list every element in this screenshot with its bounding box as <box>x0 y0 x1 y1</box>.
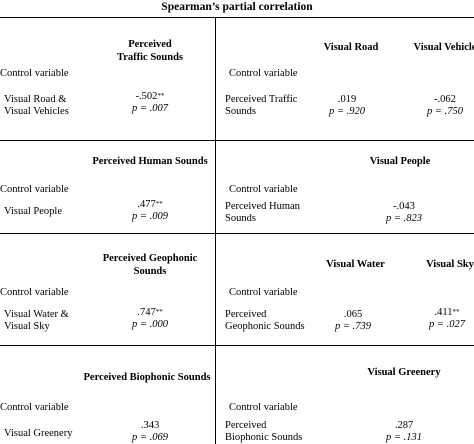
s1-left-row-label-line1: Visual Road & <box>4 94 67 105</box>
s2-left-header: Perceived Human Sounds <box>92 156 208 167</box>
s4-left-value: .343 p = .069 <box>110 420 190 444</box>
s2-right-row-label-line1: Perceived Human <box>225 201 300 212</box>
s3-right-header-2: Visual Sky <box>426 259 474 270</box>
s2-right-pvalue: p = .823 <box>386 213 422 224</box>
s3-left-header-line1: Perceived Geophonic <box>102 253 198 264</box>
s1-right-header-1: Visual Road <box>323 42 379 53</box>
s4-right-pvalue: p = .131 <box>386 432 422 443</box>
s3-right-pvalue-2: p = .027 <box>429 319 465 330</box>
s3-left-row-label-line1: Visual Water & <box>4 309 69 320</box>
rule-section-4 <box>0 345 474 346</box>
s1-right-coef-1: .019 <box>337 94 357 105</box>
s1-left-coef: -.502** <box>135 91 165 102</box>
s2-left-control-label: Control variable <box>0 184 69 195</box>
s1-right-pvalue-2: p = .750 <box>427 106 463 117</box>
s2-right-coef: -.043 <box>393 201 415 212</box>
s3-right-coef-1: .065 <box>343 309 363 320</box>
s4-right-coef: .287 <box>394 420 414 431</box>
s3-right-row-label: Perceived Geophonic Sounds <box>225 309 305 333</box>
rule-section-2 <box>0 140 474 141</box>
s3-left-pvalue: p = .000 <box>132 319 168 330</box>
s1-right-header-2: Visual Vehicle <box>413 42 474 53</box>
s4-left-pvalue: p = .069 <box>132 432 168 443</box>
s1-left-value: -.502** p = .007 <box>110 91 190 115</box>
s3-left-row-label: Visual Water & Visual Sky <box>4 309 69 333</box>
s4-left-row-label: Visual Greenery <box>4 428 73 439</box>
s4-left-control-label: Control variable <box>0 402 69 413</box>
s1-left-row-label-line2: Visual Vehicles <box>4 106 69 117</box>
s3-right-row-label-line2: Geophonic Sounds <box>225 321 305 332</box>
s2-right-control-label: Control variable <box>229 184 298 195</box>
s4-right-row-label-line2: Biophonic Sounds <box>225 432 303 443</box>
s1-right-row-label-line1: Perceived Traffic <box>225 94 298 105</box>
s4-right-header: Visual Greenery <box>367 367 441 378</box>
s3-left-row-label-line2: Visual Sky <box>4 321 50 332</box>
table-title: Spearman’s partial correlation <box>161 1 313 13</box>
s4-left-coef: .343 <box>140 420 160 431</box>
s1-right-value-1: .019 p = .920 <box>312 94 382 118</box>
s1-left-header-line2: Traffic Sounds <box>116 52 184 63</box>
s3-right-pvalue-1: p = .739 <box>335 321 371 332</box>
s4-left-header: Perceived Biophonic Sounds <box>83 372 211 383</box>
s1-left-header: Perceived Traffic Sounds <box>100 38 200 64</box>
s1-right-row-label: Perceived Traffic Sounds <box>225 94 297 118</box>
s3-left-value: .747** p = .000 <box>110 307 190 331</box>
s1-left-row-label: Visual Road & Visual Vehicles <box>4 94 69 118</box>
rule-section-3 <box>0 233 474 234</box>
s1-left-pvalue: p = .007 <box>132 103 168 114</box>
s4-right-row-label: Perceived Biophonic Sounds <box>225 420 302 444</box>
s1-right-control-label: Control variable <box>229 68 298 79</box>
rule-under-title <box>0 17 474 18</box>
s2-right-row-label-line2: Sounds <box>225 213 256 224</box>
s1-left-header-line1: Perceived <box>128 39 172 50</box>
s3-left-header: Perceived Geophonic Sounds <box>95 252 205 278</box>
s3-right-row-label-line1: Perceived <box>225 309 267 320</box>
s2-left-row-label: Visual People <box>4 206 62 217</box>
s3-right-value-2: .411** p = .027 <box>412 307 474 331</box>
s1-right-pvalue-1: p = .920 <box>329 106 365 117</box>
s1-left-control-label: Control variable <box>0 68 69 79</box>
s2-left-value: .477** p = .009 <box>110 199 190 223</box>
s1-right-coef-2: -.062 <box>434 94 456 105</box>
s3-left-header-line2: Sounds <box>133 266 167 277</box>
s3-right-coef-2: .411** <box>434 307 460 318</box>
s3-left-control-label: Control variable <box>0 287 69 298</box>
s3-right-value-1: .065 p = .739 <box>318 309 388 333</box>
s3-left-coef: .747** <box>137 307 163 318</box>
s3-right-header-1: Visual Water <box>326 259 385 270</box>
s4-right-row-label-line1: Perceived <box>225 420 267 431</box>
s1-right-value-2: -.062 p = .750 <box>410 94 474 118</box>
s2-right-row-label: Perceived Human Sounds <box>225 201 300 225</box>
s2-left-pvalue: p = .009 <box>132 211 168 222</box>
s4-right-value: .287 p = .131 <box>364 420 444 444</box>
s3-right-control-label: Control variable <box>229 287 298 298</box>
s2-left-coef: .477** <box>137 199 163 210</box>
center-divider <box>215 17 216 444</box>
s4-right-control-label: Control variable <box>229 402 298 413</box>
s1-right-row-label-line2: Sounds <box>225 106 256 117</box>
s2-right-header: Visual People <box>369 156 431 167</box>
s2-right-value: -.043 p = .823 <box>364 201 444 225</box>
